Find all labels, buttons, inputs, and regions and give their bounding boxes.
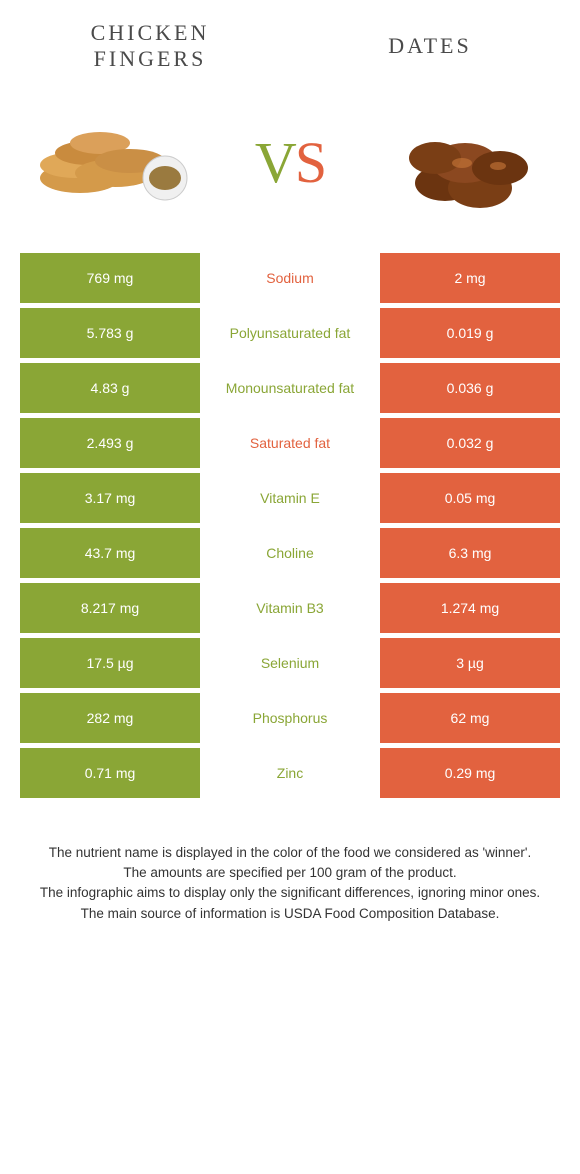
- nutrient-label: Vitamin E: [200, 473, 380, 523]
- nutrient-row: 282 mgPhosphorus62 mg: [20, 693, 560, 743]
- nutrient-label: Polyunsaturated fat: [200, 308, 380, 358]
- left-value: 282 mg: [20, 693, 200, 743]
- footnote-line: The infographic aims to display only the…: [30, 883, 550, 903]
- left-value: 3.17 mg: [20, 473, 200, 523]
- left-value: 8.217 mg: [20, 583, 200, 633]
- left-value: 4.83 g: [20, 363, 200, 413]
- nutrient-row: 0.71 mgZinc0.29 mg: [20, 748, 560, 798]
- nutrient-row: 8.217 mgVitamin B31.274 mg: [20, 583, 560, 633]
- right-value: 1.274 mg: [380, 583, 560, 633]
- nutrient-row: 17.5 µgSelenium3 µg: [20, 638, 560, 688]
- right-value: 62 mg: [380, 693, 560, 743]
- right-value: 0.05 mg: [380, 473, 560, 523]
- nutrient-row: 5.783 gPolyunsaturated fat0.019 g: [20, 308, 560, 358]
- right-value: 0.036 g: [380, 363, 560, 413]
- right-value: 0.032 g: [380, 418, 560, 468]
- right-value: 3 µg: [380, 638, 560, 688]
- footnote-line: The main source of information is USDA F…: [30, 904, 550, 924]
- footnote-line: The amounts are specified per 100 gram o…: [30, 863, 550, 883]
- nutrient-row: 4.83 gMonounsaturated fat0.036 g: [20, 363, 560, 413]
- footnote-line: The nutrient name is displayed in the co…: [30, 843, 550, 863]
- nutrient-table: 769 mgSodium2 mg5.783 gPolyunsaturated f…: [0, 253, 580, 798]
- chicken-fingers-image: [30, 103, 200, 223]
- left-value: 5.783 g: [20, 308, 200, 358]
- nutrient-label: Vitamin B3: [200, 583, 380, 633]
- nutrient-row: 43.7 mgCholine6.3 mg: [20, 528, 560, 578]
- nutrient-label: Choline: [200, 528, 380, 578]
- nutrient-label: Sodium: [200, 253, 380, 303]
- left-value: 769 mg: [20, 253, 200, 303]
- nutrient-row: 2.493 gSaturated fat0.032 g: [20, 418, 560, 468]
- left-value: 2.493 g: [20, 418, 200, 468]
- footnote: The nutrient name is displayed in the co…: [0, 803, 580, 944]
- vs-v: V: [255, 130, 295, 195]
- dates-image: [380, 103, 550, 223]
- vs-s: S: [295, 130, 325, 195]
- left-value: 17.5 µg: [20, 638, 200, 688]
- left-value: 43.7 mg: [20, 528, 200, 578]
- nutrient-label: Phosphorus: [200, 693, 380, 743]
- nutrient-label: Zinc: [200, 748, 380, 798]
- right-value: 0.29 mg: [380, 748, 560, 798]
- nutrient-label: Monounsaturated fat: [200, 363, 380, 413]
- left-value: 0.71 mg: [20, 748, 200, 798]
- nutrient-label: Saturated fat: [200, 418, 380, 468]
- nutrient-label: Selenium: [200, 638, 380, 688]
- vs-label: VS: [255, 129, 325, 196]
- right-value: 6.3 mg: [380, 528, 560, 578]
- header-row: CHICKEN FINGERS DATES: [0, 0, 580, 103]
- right-food-title: DATES: [330, 33, 530, 59]
- right-value: 0.019 g: [380, 308, 560, 358]
- nutrient-row: 3.17 mgVitamin E0.05 mg: [20, 473, 560, 523]
- right-value: 2 mg: [380, 253, 560, 303]
- images-row: VS: [0, 103, 580, 253]
- left-food-title: CHICKEN FINGERS: [50, 20, 250, 73]
- nutrient-row: 769 mgSodium2 mg: [20, 253, 560, 303]
